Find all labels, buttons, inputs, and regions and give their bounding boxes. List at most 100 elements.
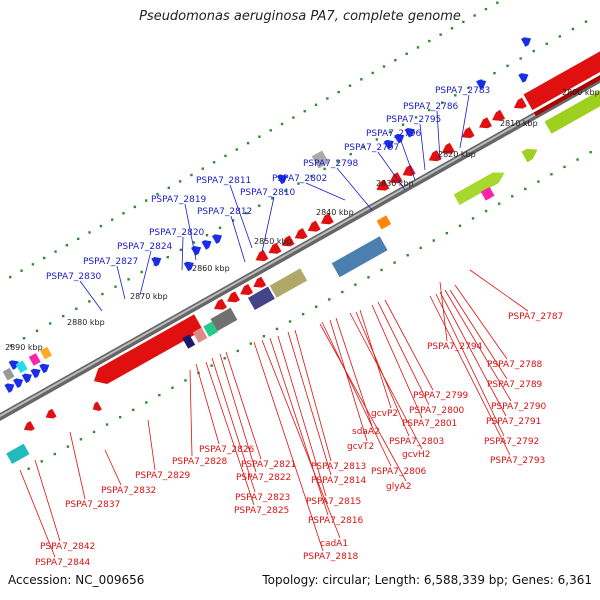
gene-block [15, 360, 28, 374]
bottom-gene-label: PSPA7_2825 [234, 506, 289, 516]
ruler-label: 2840 kbp [316, 208, 354, 217]
leader-line [205, 361, 255, 506]
gene-block [331, 236, 388, 278]
ruler-label: 2890 kbp [5, 343, 43, 352]
gc-tick [271, 197, 274, 200]
gc-tick [92, 430, 96, 434]
leader-line [429, 295, 511, 456]
ruler-tick [110, 218, 114, 221]
ruler-ticks [9, 1, 592, 470]
gc-tick [506, 64, 509, 68]
ruler-tick [484, 7, 488, 11]
gc-tick [362, 145, 366, 149]
gene-arrow [441, 142, 455, 154]
gc-tick [484, 209, 488, 213]
ruler-tick [99, 224, 103, 228]
gc-tick [9, 344, 13, 347]
gene-arrow [521, 148, 538, 163]
gene-arrow [513, 97, 527, 109]
leader-line [359, 309, 392, 409]
leader-line [195, 363, 220, 445]
ruler-tick [178, 180, 182, 183]
leader-line [399, 137, 416, 181]
gc-tick [88, 300, 91, 303]
gene-block [269, 268, 308, 298]
gc-tick [367, 276, 370, 279]
top-gene-label: PSPA7_2786 [403, 102, 459, 112]
bottom-gene-label: PSPA7_2788 [487, 360, 543, 370]
ruler-tick [258, 135, 261, 138]
gene-arrow [240, 283, 254, 296]
ruler-tick [303, 110, 306, 113]
gc-tick [519, 57, 522, 60]
leader-line [147, 419, 156, 471]
ruler-label: 2810 kbp [500, 119, 538, 128]
leader-line [439, 291, 507, 417]
ruler-tick [394, 58, 397, 62]
gc-tick [380, 268, 383, 272]
leader-line [449, 289, 508, 380]
bottom-gene-label: PSPA7_2822 [236, 473, 291, 483]
bottom-gene-label: cadA1 [320, 539, 348, 549]
map-title: Pseudomonas aeruginosa PA7, complete gen… [139, 9, 461, 24]
gene-arrow [92, 401, 102, 411]
gene-arrow [544, 90, 600, 134]
leader-line [321, 321, 392, 467]
ruler-tick [201, 167, 204, 170]
gene-block [203, 321, 218, 337]
gc-tick [244, 211, 248, 215]
leader-line [225, 351, 262, 460]
ruler-label: 2820 kbp [438, 150, 476, 159]
leader-line [459, 94, 470, 149]
gc-tick [388, 130, 392, 134]
leader-line [69, 431, 86, 500]
leader-line [419, 123, 426, 171]
leader-line [336, 167, 373, 211]
gene-arrow [255, 250, 269, 262]
leader-line [230, 215, 246, 263]
gc-tick [258, 204, 261, 207]
bottom-gene-label: PSPA7_2815 [306, 497, 361, 507]
gene-features [0, 37, 600, 464]
gc-tick [401, 123, 405, 126]
ruler-tick [54, 250, 57, 253]
leader-line [261, 339, 341, 539]
top-gene-label: PSPA7_2812 [197, 207, 252, 217]
gene-arrow [227, 291, 240, 303]
gc-tick [118, 416, 122, 419]
bottom-gene-label: PSPA7_2790 [491, 402, 547, 412]
ruler-tick [382, 65, 386, 68]
gc-tick [75, 307, 78, 310]
leader-line [444, 289, 512, 402]
bottom-gene-label: PSPA7_2801 [402, 419, 457, 429]
top-gene-label: PSPA7_2827 [83, 257, 138, 267]
gc-tick [105, 423, 109, 426]
ruler-tick [496, 1, 499, 4]
gc-tick [454, 94, 457, 97]
leader-line [377, 151, 406, 191]
bottom-gene-label: PSPA7_2793 [490, 456, 545, 466]
top-gene-label: PSPA7_2797 [344, 143, 399, 153]
leader-line [189, 369, 193, 457]
gc-tick [27, 467, 30, 470]
gc-tick [297, 182, 300, 185]
gene-arrow [21, 373, 32, 384]
gc-tick [53, 452, 57, 456]
gc-tick [284, 189, 287, 193]
bottom-gene-label: PSPA7_2799 [413, 391, 469, 401]
ruler-tick [360, 78, 363, 81]
leader-line [454, 284, 508, 360]
gc-tick [550, 173, 553, 176]
gc-tick [458, 224, 462, 227]
gene-arrow [151, 256, 162, 267]
gc-tick [323, 167, 326, 171]
gc-tick [66, 445, 70, 448]
ruler-tick [65, 244, 69, 247]
gene-arrow [320, 213, 334, 225]
leader-line [349, 312, 423, 450]
ruler-tick [292, 116, 295, 119]
gene-arrow [492, 109, 506, 121]
gc-tick [493, 71, 496, 75]
gc-tick [427, 108, 431, 112]
gc-tick [262, 335, 266, 338]
